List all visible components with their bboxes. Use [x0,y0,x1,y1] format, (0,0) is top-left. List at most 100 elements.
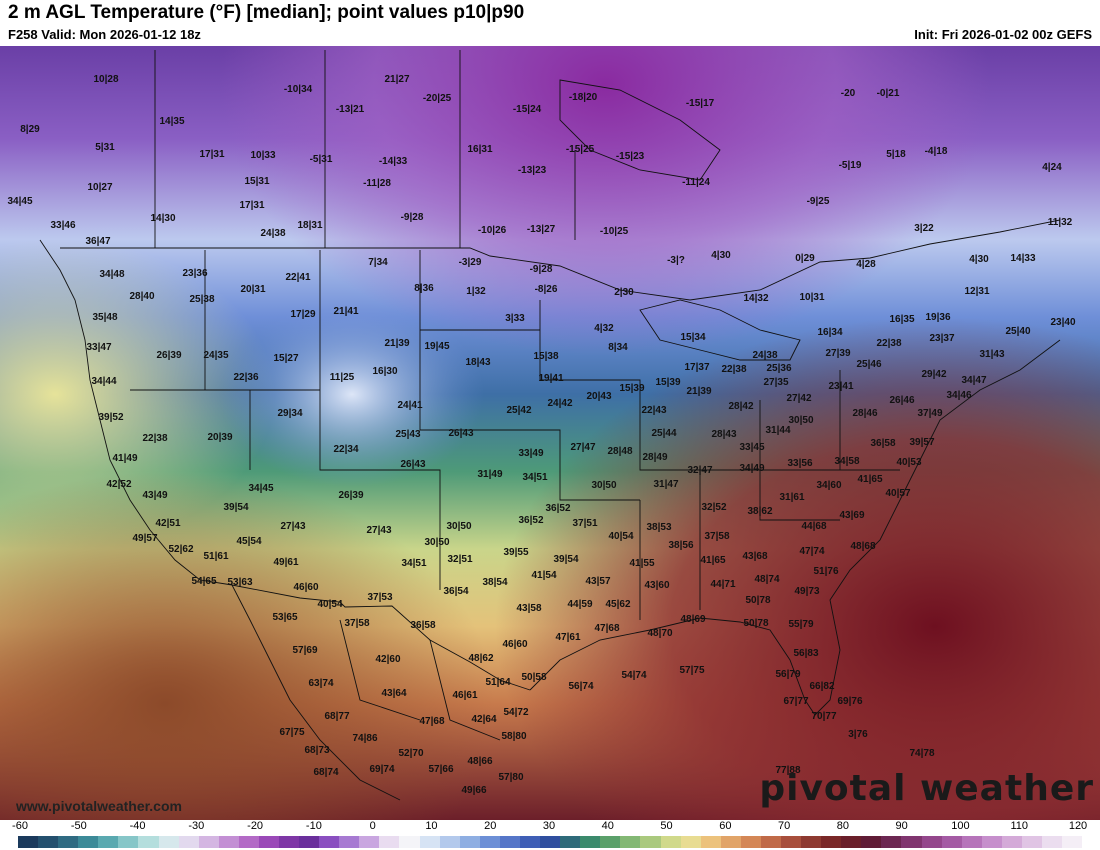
point-value-label: 21|27 [384,74,409,85]
point-value-label: 31|44 [765,425,790,436]
point-value-label: -5|31 [310,154,333,165]
colorbar-tick-label: 100 [951,820,970,832]
point-value-label: 30|50 [424,537,449,548]
point-value-label: 36|54 [443,586,468,597]
colorbar-swatch [419,836,440,848]
point-value-label: 43|60 [644,580,669,591]
point-value-label: 30|50 [788,415,813,426]
point-value-label: 15|39 [655,377,680,388]
point-value-label: 37|51 [572,518,597,529]
point-value-label: 44|59 [567,599,592,610]
point-value-label: 27|43 [280,521,305,532]
colorbar-swatch [941,836,962,848]
colorbar-swatch [620,836,641,848]
colorbar-swatch [58,836,79,848]
point-value-label: 4|30 [711,250,731,261]
point-value-label: 58|80 [501,731,526,742]
point-value-label: 31|43 [979,349,1004,360]
point-value-label: 53|65 [272,612,297,623]
point-value-label: 16|30 [372,366,397,377]
colorbar-swatch [519,836,541,848]
point-value-label: 20|39 [207,432,232,443]
point-value-label: 34|49 [739,463,764,474]
colorbar-tick-label: -30 [188,820,205,832]
point-value-label: 69|76 [837,696,862,707]
website-url[interactable]: www.pivotalweather.com [16,798,182,814]
point-value-label: 14|32 [743,293,768,304]
colorbar-swatch [339,836,360,848]
point-value-label: 40|57 [885,488,910,499]
hudson-bay-outline [559,79,721,181]
point-value-label: 22|38 [721,364,746,375]
canada-us-border [60,219,1061,301]
point-value-label: 49|66 [461,785,486,796]
colorbar-swatch [279,836,300,848]
colorbar-swatch [600,836,621,848]
colorbar-swatch [720,836,741,848]
colorbar-swatch [439,836,460,848]
point-value-label: 22|38 [876,338,901,349]
point-value-label: 46|60 [502,639,527,650]
point-value-label: 67|75 [279,727,304,738]
colorbar-swatch [740,836,761,848]
point-value-label: 49|73 [794,586,819,597]
point-value-label: 56|74 [568,681,593,692]
point-value-label: 23|40 [1050,317,1075,328]
colorbar-swatch [580,836,601,848]
point-value-label: 48|62 [468,653,493,664]
point-value-label: 27|47 [570,442,595,453]
colorbar-swatch [399,836,420,848]
point-value-label: 43|57 [585,576,610,587]
point-value-label: 17|31 [199,149,224,160]
point-value-label: 28|46 [852,408,877,419]
point-value-label: 34|60 [816,480,841,491]
point-value-label: -15|17 [686,98,715,109]
point-value-label: 34|46 [946,390,971,401]
point-value-label: 8|29 [20,124,40,135]
colorbar-tick-label: -20 [247,820,264,832]
temperature-map[interactable]: 10|28 8|29 14|35 5|31 17|31 10|33 -5|31 -14|33 1… [0,46,1100,820]
point-value-label: 20|43 [586,391,611,402]
point-value-label: 40|54 [317,599,342,610]
colorbar-tick-label: -40 [129,820,146,832]
point-value-label: -9|25 [807,196,830,207]
valid-time: F258 Valid: Mon 2026-01-12 18z [8,27,201,42]
state-line-2 [319,250,441,590]
point-value-label: 45|62 [605,599,630,610]
point-value-label: -11|24 [682,177,710,188]
colorbar-tick-label: 30 [542,820,556,832]
colorbar-swatch [138,836,159,848]
point-value-label: 30|50 [591,480,616,491]
map-title: 2 m AGL Temperature (°F) [median]; point… [8,2,525,23]
point-value-label: 42|60 [375,654,400,665]
point-value-label: 48|66 [467,756,492,767]
colorbar-swatch [861,836,882,848]
point-value-label: 56|79 [775,669,800,680]
point-value-label: 30|50 [446,521,471,532]
point-value-label: 38|54 [482,577,507,588]
colorbar-tick-label: 80 [836,820,849,832]
point-value-label: -13|21 [336,104,365,115]
point-value-label: 39|54 [553,554,578,565]
point-value-label: 0|29 [795,253,815,264]
point-value-label: 34|45 [248,483,273,494]
colorbar-swatch [158,836,179,848]
point-value-label: 3|22 [914,223,934,234]
point-value-label: 38|62 [747,506,772,517]
colorbar-swatch [801,836,822,848]
colorbar-swatch [258,836,280,848]
point-value-label: 42|51 [155,518,180,529]
point-value-label: 17|29 [290,309,315,320]
colorbar-swatch [901,836,922,848]
point-value-label: 19|41 [538,373,563,384]
point-value-label: 34|51 [401,558,426,569]
point-value-label: 36|58 [410,620,435,631]
point-value-label: 74|86 [352,733,377,744]
point-value-label: -13|23 [518,165,547,176]
point-value-label: 47|68 [419,716,444,727]
mexico-state-line-1 [339,619,421,721]
colorbar-labels: -60 -50 -40 -30 -20 -10 0 10 20 30 40 50 60 70 80 90 100… [0,820,1100,836]
point-value-label: 47|61 [555,632,580,643]
point-value-label: 23|41 [828,381,853,392]
point-value-label: 1|32 [466,286,486,297]
